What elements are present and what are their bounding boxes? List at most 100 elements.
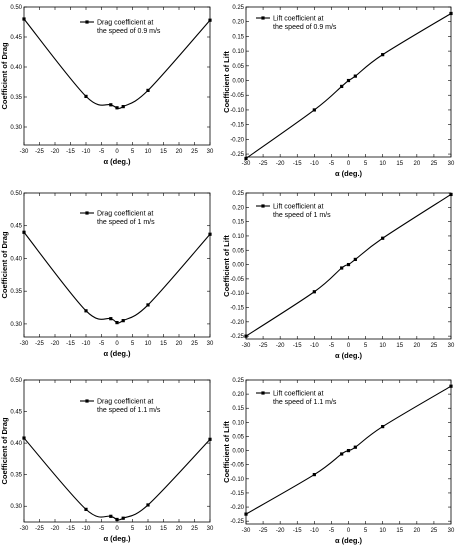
legend-label-line2: the speed of 0.9 m/s (273, 24, 337, 31)
x-tick-label: 30 (448, 161, 455, 167)
x-tick-label: -5 (329, 343, 335, 349)
x-tick-label: -20 (276, 161, 285, 167)
data-point (353, 445, 357, 449)
y-tick-label: -0.05 (230, 93, 244, 99)
x-tick-label: -25 (259, 343, 268, 349)
x-tick-label: 10 (379, 528, 386, 534)
data-point (115, 321, 119, 325)
y-tick-label: 0.15 (232, 220, 244, 226)
x-tick-label: -15 (293, 528, 302, 534)
x-tick-label: 10 (145, 149, 152, 155)
x-tick-label: 15 (160, 149, 167, 155)
x-tick-label: -20 (276, 343, 285, 349)
x-axis-label: α (deg.) (103, 534, 131, 543)
legend-label-line2: the speed of 1 m/s (97, 219, 155, 226)
chart-panel-drag-1: -30 -25 -20 -15 -10 -5 0 5 10 15 20 25 30 0.30 0.35 0.4… (0, 191, 214, 358)
x-tick-label: -30 (20, 526, 29, 532)
legend-marker (85, 399, 89, 403)
x-axis-label: α (deg.) (335, 536, 363, 545)
y-tick-label: 0.45 (10, 224, 22, 230)
x-tick-label: 20 (176, 526, 183, 532)
x-axis-label: α (deg.) (335, 169, 363, 178)
y-tick-label: 0.10 (232, 234, 244, 240)
y-axis-label: Coefficient of Drag (0, 231, 9, 299)
legend-marker (261, 204, 265, 208)
x-tick-label: 15 (396, 343, 403, 349)
x-tick-label: -30 (20, 149, 29, 155)
series-line (23, 231, 211, 324)
y-tick-label: 0.00 (232, 449, 244, 455)
x-tick-label: 30 (207, 149, 214, 155)
x-axis-label: α (deg.) (103, 157, 131, 166)
x-axis-label: α (deg.) (103, 349, 131, 358)
y-tick-label: -0.15 (230, 306, 244, 312)
x-tick-label: 0 (347, 528, 351, 534)
data-point (381, 424, 385, 429)
data-point (381, 236, 385, 240)
x-tick-label: -15 (66, 526, 75, 532)
chart-panel-drag-0.9: -30 -25 -20 -15 -10 -5 0 5 10 15 20 25 30 0.30 0.35 0.4… (0, 5, 214, 166)
legend-label-line1: Drag coefficient at (97, 20, 153, 27)
y-tick-label: -0.20 (230, 320, 244, 326)
x-tick-label: 5 (364, 528, 368, 534)
y-tick-label: -0.10 (230, 291, 244, 297)
series-line (245, 12, 452, 159)
y-tick-label: 0.20 (232, 205, 244, 211)
data-point (22, 436, 26, 440)
x-tick-label: 30 (207, 526, 214, 532)
x-axis-label: α (deg.) (335, 351, 363, 360)
y-axis-label: Coefficient of Lift (222, 51, 231, 113)
data-point (244, 334, 248, 338)
x-tick-label: -30 (242, 161, 251, 167)
x-tick-label: -15 (66, 149, 75, 155)
x-tick-label: 10 (379, 343, 386, 349)
data-point (340, 266, 344, 270)
y-axis-label: Coefficient of Drag (0, 42, 9, 110)
x-tick-label: 25 (431, 161, 438, 167)
legend-label-line2: the speed of 0.9 m/s (97, 28, 161, 35)
data-point (353, 74, 357, 78)
data-point (208, 232, 212, 236)
y-tick-label: 0.40 (10, 65, 22, 71)
y-tick-label: -0.05 (230, 463, 244, 469)
data-point (449, 384, 453, 388)
y-tick-label: 0.45 (10, 35, 22, 41)
y-tick-label: 0.45 (10, 410, 22, 416)
x-tick-label: -5 (99, 341, 105, 347)
y-axis-label: Coefficient of Lift (222, 235, 231, 297)
y-tick-label: -0.20 (230, 137, 244, 143)
x-tick-label: 25 (431, 528, 438, 534)
x-tick-label: 5 (364, 343, 368, 349)
y-tick-label: 0.30 (10, 322, 22, 328)
x-tick-label: 15 (160, 341, 167, 347)
x-tick-label: -25 (35, 341, 44, 347)
data-point (22, 17, 26, 21)
y-tick-label: 0.00 (232, 79, 244, 85)
data-point (244, 156, 248, 161)
y-tick-label: 0.50 (10, 378, 22, 384)
x-tick-label: 30 (448, 343, 455, 349)
x-tick-label: 5 (131, 149, 135, 155)
x-tick-label: 25 (191, 526, 198, 532)
x-tick-label: -5 (99, 149, 105, 155)
x-tick-label: 15 (160, 526, 167, 532)
y-tick-label: 0.00 (232, 263, 244, 269)
x-tick-label: -25 (35, 526, 44, 532)
y-tick-label: -0.25 (230, 334, 244, 340)
legend-label-line1: Lift coefficient at (273, 391, 324, 398)
data-point (353, 257, 357, 262)
x-tick-label: -10 (310, 161, 319, 167)
x-tick-label: -5 (99, 526, 105, 532)
y-tick-label: 0.20 (232, 20, 244, 26)
y-tick-label: 0.50 (10, 5, 22, 11)
legend-label-line1: Lift coefficient at (273, 16, 324, 23)
chart-panel-lift-1.1: -30 -25 -20 -15 -10 -5 0 5 10 15 20 25 30 -0.25 -0.20 -… (222, 378, 455, 545)
data-point (84, 309, 88, 313)
y-tick-label: 0.05 (232, 248, 244, 254)
legend-label-line2: the speed of 1.1 m/s (273, 399, 337, 406)
data-point (22, 230, 26, 234)
x-tick-label: -15 (293, 343, 302, 349)
y-tick-label: -0.25 (230, 519, 244, 525)
x-tick-label: 30 (207, 341, 214, 347)
